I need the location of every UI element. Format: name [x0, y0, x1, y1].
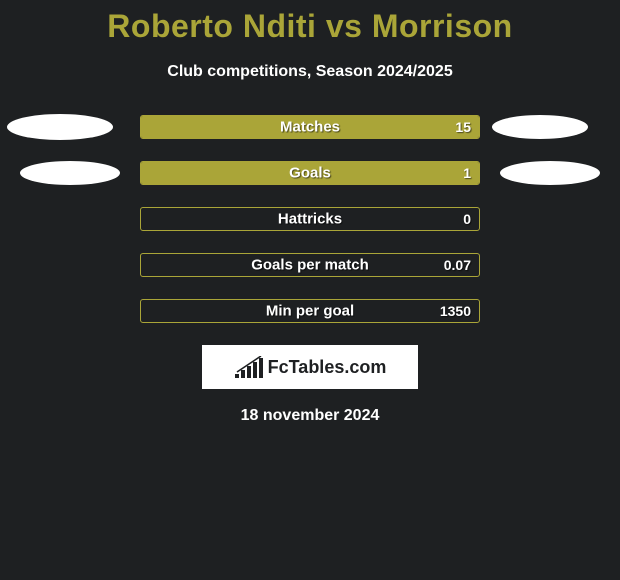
decor-ellipse	[7, 114, 113, 140]
stat-row: Min per goal 1350	[0, 299, 620, 323]
stat-bar: Min per goal 1350	[140, 299, 480, 323]
stat-label: Goals	[289, 165, 331, 182]
decor-ellipse	[20, 161, 120, 185]
stat-bar: Matches 15	[140, 115, 480, 139]
stat-bar: Goals 1	[140, 161, 480, 185]
stat-value: 1350	[440, 303, 471, 319]
subtitle: Club competitions, Season 2024/2025	[0, 63, 620, 81]
decor-ellipse	[492, 115, 588, 139]
comparison-card: Roberto Nditi vs Morrison Club competiti…	[0, 0, 620, 425]
page-title: Roberto Nditi vs Morrison	[0, 0, 620, 45]
decor-ellipse	[500, 161, 600, 185]
stat-value: 0	[463, 211, 471, 227]
logo-text: FcTables.com	[268, 357, 387, 378]
stat-row: Goals 1	[0, 161, 620, 185]
logo-box: FcTables.com	[202, 345, 418, 389]
stat-value: 1	[463, 165, 471, 181]
bar-chart-icon	[234, 356, 264, 378]
stat-value: 15	[455, 119, 471, 135]
stat-value: 0.07	[444, 257, 471, 273]
stat-row: Goals per match 0.07	[0, 253, 620, 277]
stat-label: Goals per match	[251, 257, 369, 274]
stat-label: Hattricks	[278, 211, 342, 228]
date-text: 18 november 2024	[0, 407, 620, 425]
stat-row: Matches 15	[0, 115, 620, 139]
stat-row: Hattricks 0	[0, 207, 620, 231]
stat-label: Min per goal	[266, 303, 354, 320]
stat-bar: Hattricks 0	[140, 207, 480, 231]
stat-rows: Matches 15 Goals 1 Hattricks 0 Goals per match…	[0, 115, 620, 323]
stat-label: Matches	[280, 119, 340, 136]
stat-bar: Goals per match 0.07	[140, 253, 480, 277]
